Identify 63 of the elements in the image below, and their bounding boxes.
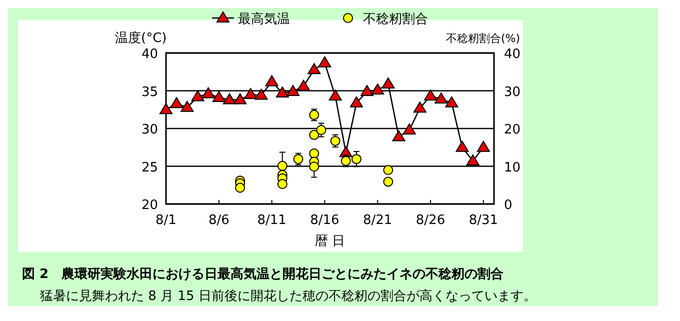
point <box>434 92 448 104</box>
point <box>276 86 289 98</box>
point <box>235 182 246 193</box>
point <box>350 96 363 108</box>
x-tick-label: 8/1 <box>156 213 176 228</box>
point <box>277 178 288 189</box>
point <box>445 96 458 108</box>
x-tick-label: 8/31 <box>468 213 498 228</box>
point <box>309 148 320 158</box>
point <box>309 162 320 172</box>
point <box>160 103 172 114</box>
point <box>328 90 342 101</box>
point <box>234 93 247 104</box>
y-axis-title: 温度(°C) <box>115 30 167 46</box>
point <box>286 85 300 96</box>
text: 図 2 農環研実験水田における日最高気温と開花日ごとにみたイネの不稔籾の割合 <box>22 266 504 282</box>
legend-label: 不稔籾割合 <box>363 12 428 27</box>
x-axis-title: 暦 日 <box>314 234 346 249</box>
point <box>371 83 384 94</box>
point <box>413 102 426 113</box>
point <box>277 160 288 171</box>
point <box>309 130 320 140</box>
point <box>456 140 469 152</box>
y2-tick-label: 10 <box>504 160 521 176</box>
point <box>424 90 438 101</box>
point <box>191 90 204 102</box>
point <box>360 85 374 96</box>
y2-tick-label: 0 <box>504 198 512 213</box>
y2-tick-label: 30 <box>504 84 521 100</box>
x-tick-label: 8/11 <box>257 213 286 228</box>
y-tick-label: 40 <box>141 47 158 62</box>
point <box>402 124 416 135</box>
point <box>383 176 394 187</box>
y-tick-label: 35 <box>141 84 158 100</box>
point <box>265 75 278 86</box>
point <box>297 80 310 91</box>
point <box>212 91 226 102</box>
point <box>254 88 268 100</box>
point <box>382 77 395 88</box>
x-tick-label: 8/6 <box>208 213 230 228</box>
x-tick-label: 8/21 <box>363 213 392 228</box>
x-tick-label: 8/26 <box>416 213 446 228</box>
legend-label: 最高気温 <box>238 11 290 27</box>
point <box>222 93 236 104</box>
point <box>466 154 480 166</box>
x-tick-label: 8/16 <box>310 213 340 228</box>
text: 猛暑に見舞われた 8 月 15 日前後に開花した穂の不稔籾の割合が高くなっています。 <box>40 288 536 304</box>
y2-tick-label: 40 <box>504 47 521 62</box>
point <box>308 63 321 74</box>
y-tick-label: 20 <box>141 198 158 213</box>
y2-tick-label: 20 <box>504 122 521 138</box>
point <box>244 88 258 100</box>
y-tick-label: 30 <box>141 122 158 138</box>
point <box>202 87 215 98</box>
y-tick-label: 25 <box>141 160 158 176</box>
point <box>318 56 332 68</box>
point <box>383 165 394 176</box>
point <box>180 100 194 112</box>
point <box>351 154 362 164</box>
y2-axis-title: 不稔籾割合(%) <box>446 32 520 45</box>
point <box>392 130 406 142</box>
point <box>170 97 184 108</box>
point <box>476 140 490 152</box>
